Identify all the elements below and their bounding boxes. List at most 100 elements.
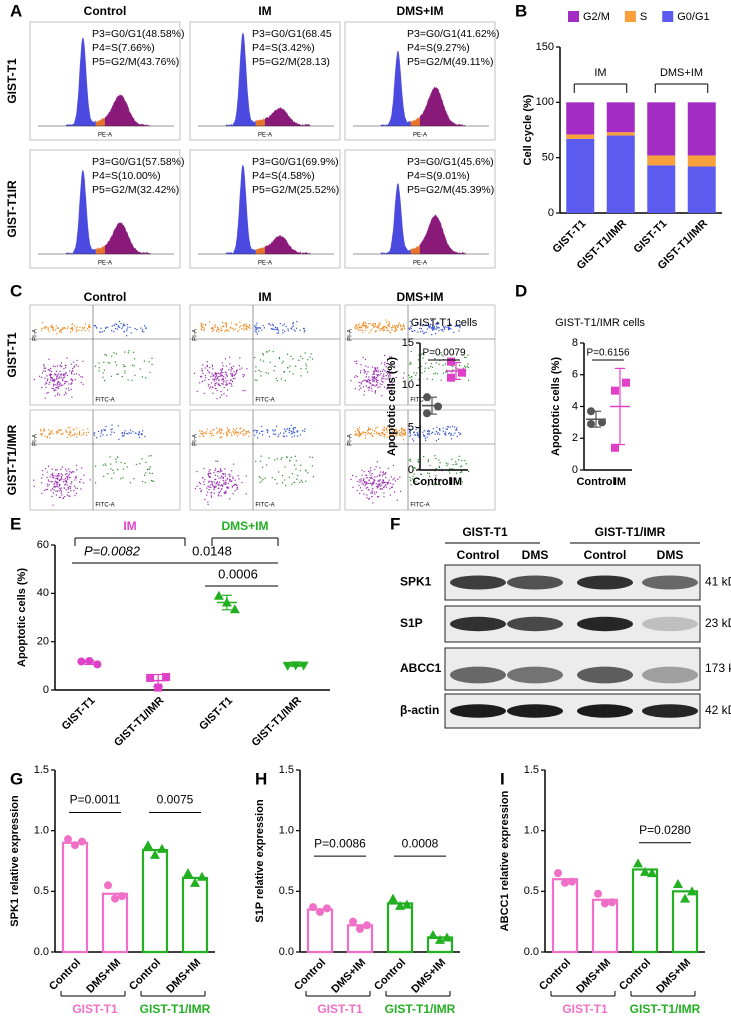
event-dot: [448, 470, 450, 472]
event-dot: [378, 480, 380, 482]
event-dot: [368, 470, 370, 472]
dot-plot-frame: [29, 409, 181, 511]
event-dot: [282, 329, 284, 331]
event-dot: [438, 438, 440, 440]
event-dot: [372, 429, 374, 431]
event-dot: [437, 432, 439, 434]
event-dot: [144, 325, 146, 327]
event-dot: [404, 433, 406, 435]
event-dot: [43, 430, 46, 432]
event-dot: [60, 476, 62, 478]
event-dot: [307, 359, 309, 361]
event-dot: [443, 433, 445, 435]
event-dot: [229, 327, 231, 329]
event-dot: [226, 380, 228, 382]
event-dot: [368, 323, 370, 325]
event-dot: [220, 374, 222, 376]
event-dot: [204, 375, 206, 377]
event-dot: [224, 473, 226, 475]
event-dot: [376, 377, 378, 379]
event-dot: [216, 382, 218, 384]
event-dot: [403, 372, 405, 374]
event-dot: [234, 328, 236, 330]
event-dot: [432, 329, 434, 331]
event-dot: [218, 328, 220, 331]
event-dot: [382, 471, 384, 473]
event-dot: [214, 372, 216, 375]
event-dot: [381, 482, 383, 484]
event-dot: [366, 474, 368, 476]
bar: [551, 878, 579, 954]
event-dot: [105, 354, 107, 356]
event-dot: [442, 326, 444, 328]
event-dot: [384, 326, 387, 328]
event-dot: [226, 427, 228, 429]
y-tick-label: 1.0: [279, 825, 294, 837]
event-dot: [452, 365, 454, 367]
event-dot: [103, 429, 105, 431]
event-dot: [229, 379, 232, 382]
event-dot: [429, 324, 431, 326]
event-dot: [422, 352, 424, 354]
gate-label: P5=G2/M(32.42%): [92, 184, 179, 196]
event-dot: [214, 372, 216, 374]
event-dot: [392, 433, 394, 436]
event-dot: [245, 433, 247, 435]
size-label: 23 kD: [705, 616, 731, 630]
event-dot: [292, 358, 294, 360]
event-dot: [455, 477, 457, 479]
event-dot: [389, 435, 391, 437]
event-dot: [262, 430, 264, 432]
event-dot: [276, 380, 278, 382]
event-dot: [449, 322, 451, 325]
event-dot: [231, 434, 233, 437]
event-dot: [44, 377, 46, 379]
event-dot: [55, 374, 57, 376]
event-dot: [68, 434, 70, 436]
event-dot: [134, 328, 136, 330]
event-dot: [449, 432, 451, 434]
event-dot: [293, 427, 295, 429]
data-point: [640, 866, 650, 876]
event-dot: [360, 327, 362, 329]
x-tick-label: Control: [537, 957, 573, 993]
event-dot: [59, 365, 61, 367]
event-dot: [415, 324, 417, 326]
event-dot: [214, 376, 216, 378]
event-dot: [367, 381, 369, 383]
event-dot: [222, 326, 224, 328]
event-dot: [389, 434, 391, 436]
y-tick-label: 2: [572, 432, 578, 444]
event-dot: [65, 473, 67, 475]
event-dot: [409, 476, 411, 479]
event-dot: [203, 481, 205, 483]
event-dot: [269, 361, 271, 363]
event-dot: [287, 328, 289, 330]
event-dot: [210, 434, 213, 437]
event-dot: [110, 375, 113, 377]
event-dot: [138, 433, 140, 435]
event-dot: [59, 329, 62, 331]
event-dot: [376, 384, 378, 386]
event-dot: [71, 370, 73, 372]
event-dot: [377, 327, 379, 329]
gate-label: P4=S(10.00%): [92, 170, 161, 182]
event-dot: [62, 377, 65, 379]
dot-plot-x-label: FITC-A: [255, 503, 274, 509]
y-tick-label: 0.5: [34, 885, 49, 897]
event-dot: [446, 326, 448, 328]
event-dot: [228, 432, 230, 434]
event-dot: [447, 463, 449, 465]
event-dot: [365, 431, 367, 434]
event-dot: [369, 472, 371, 474]
bar-segment: [647, 155, 676, 166]
event-dot: [397, 324, 399, 326]
legend-label: G0/G1: [677, 11, 709, 23]
event-dot: [389, 375, 392, 377]
event-dot: [56, 474, 58, 477]
event-dot: [279, 323, 281, 325]
event-dot: [223, 483, 225, 485]
event-dot: [73, 373, 75, 375]
event-dot: [93, 325, 95, 327]
event-dot: [231, 375, 233, 377]
